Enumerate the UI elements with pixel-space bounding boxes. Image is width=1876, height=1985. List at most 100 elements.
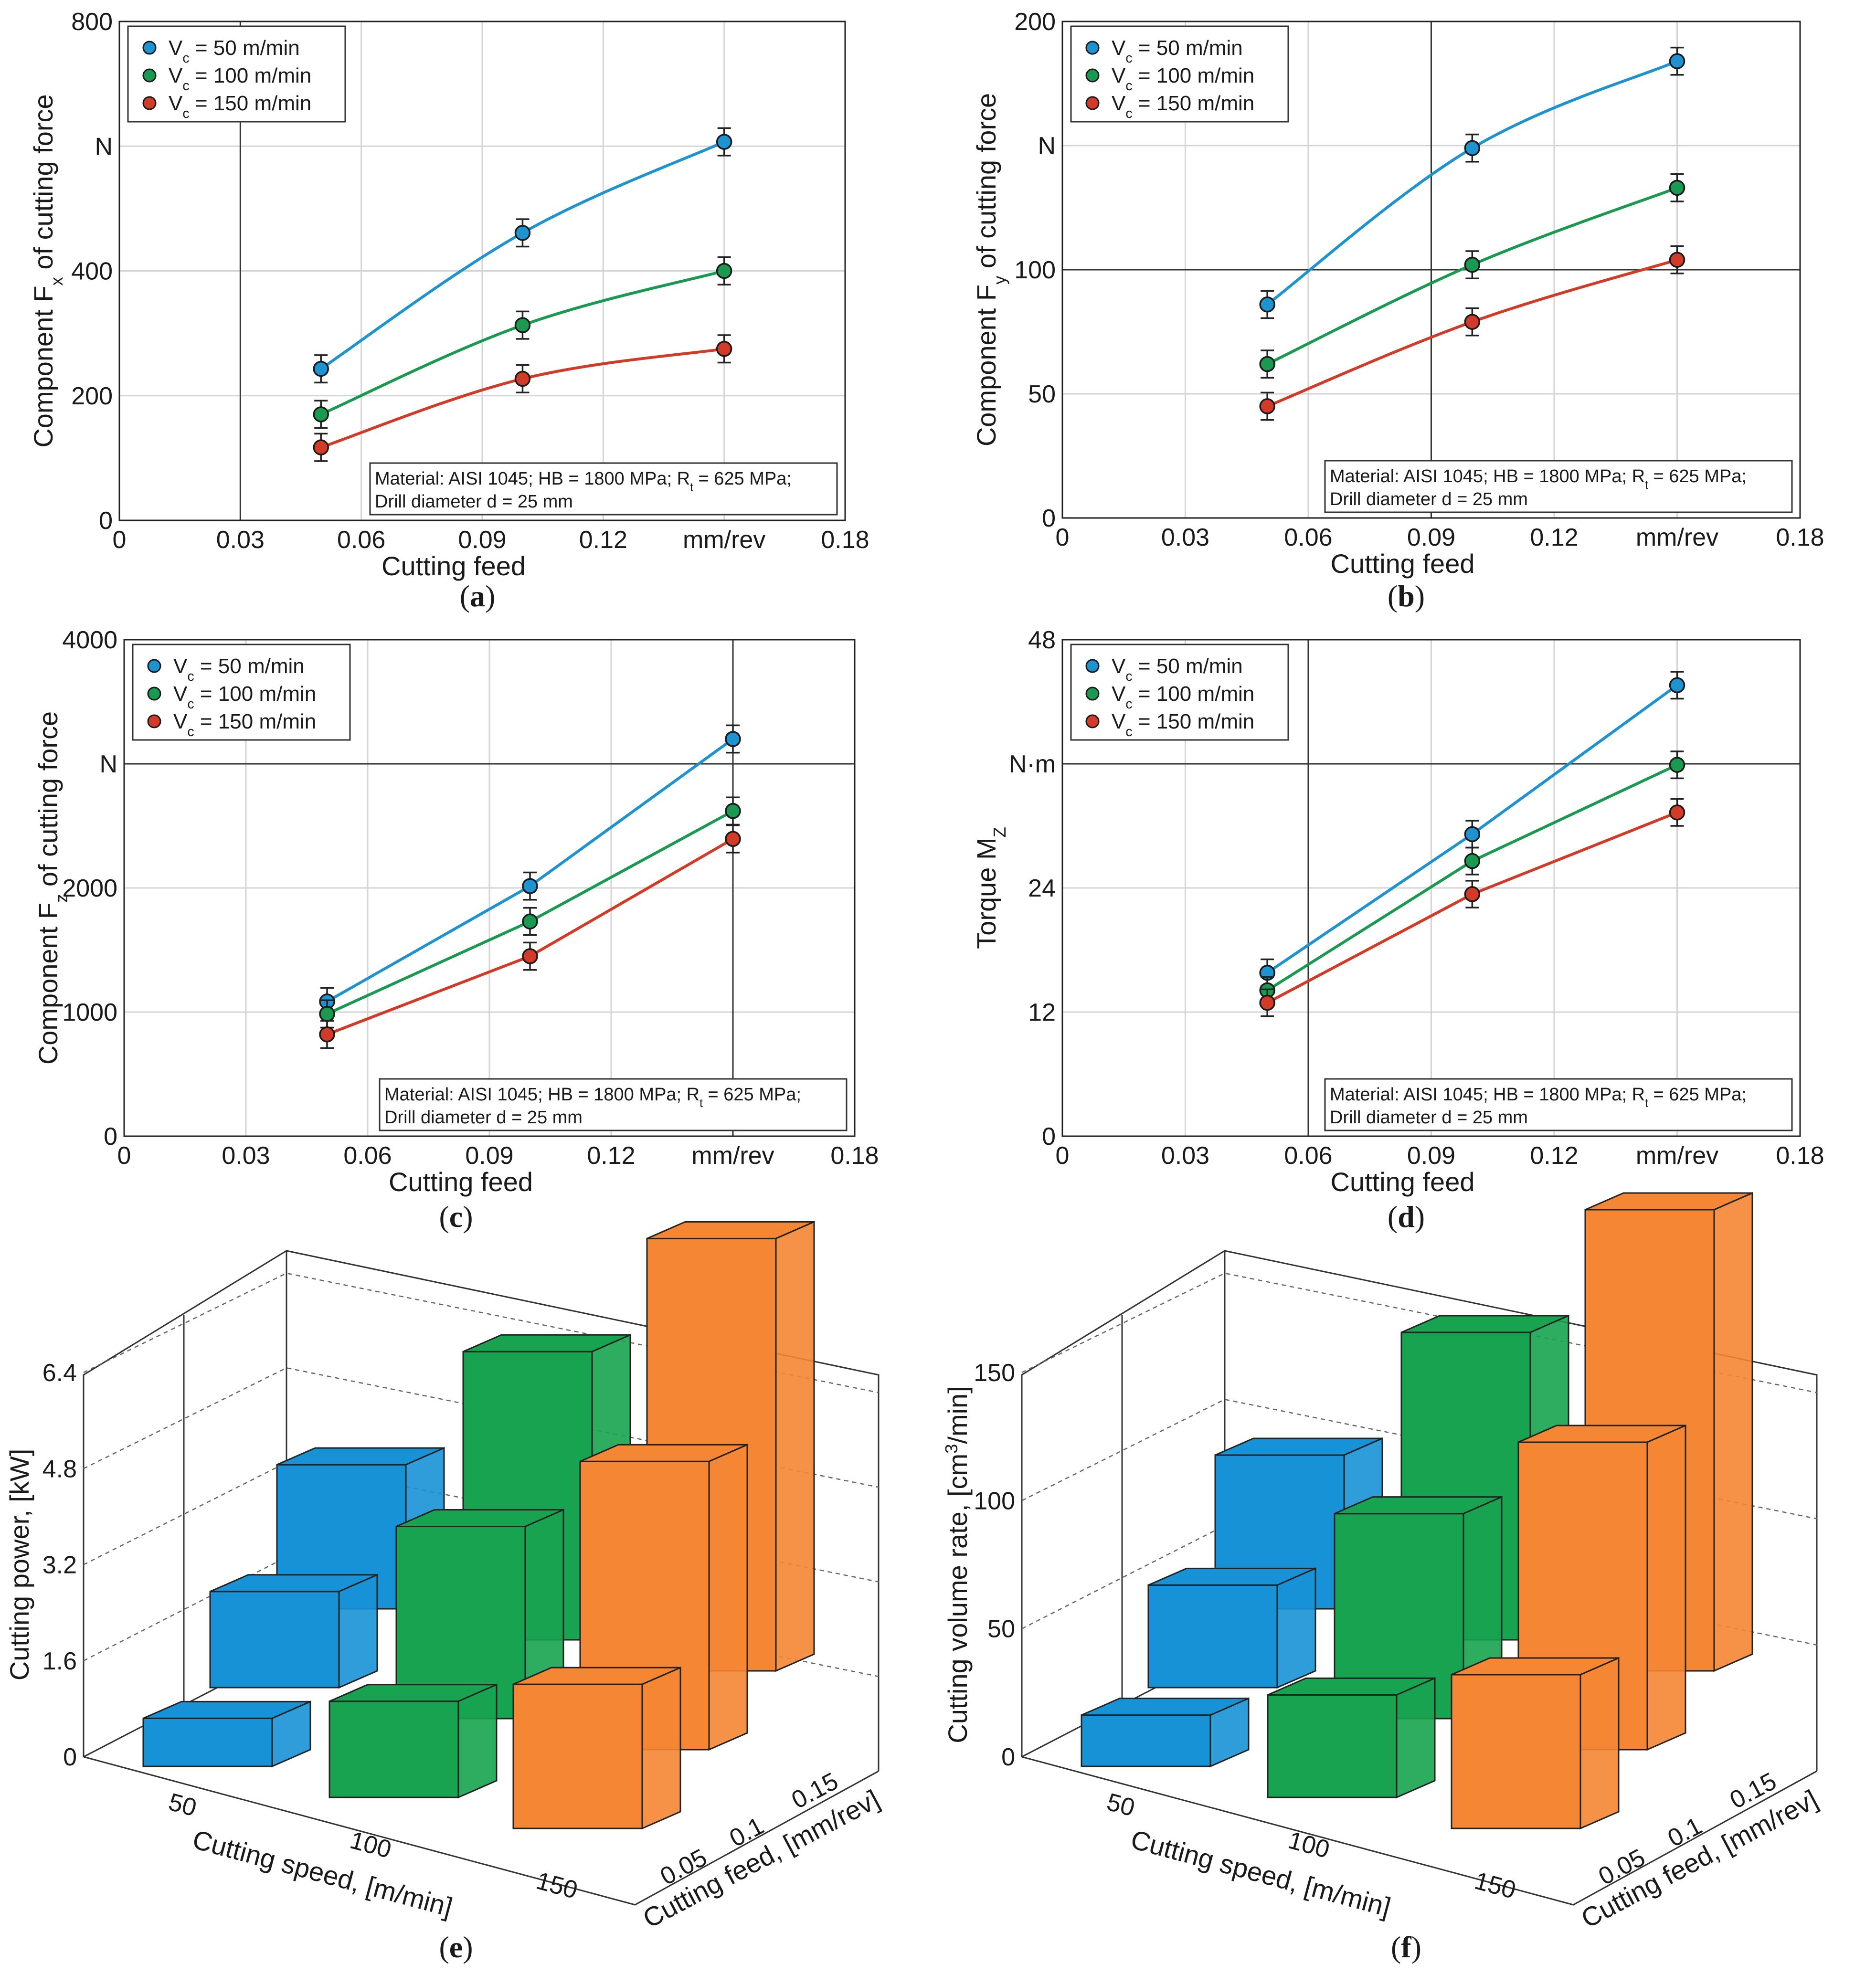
bar-front	[142, 1717, 273, 1767]
bar-side	[1396, 1677, 1436, 1799]
floor-edge	[1021, 1756, 1817, 1906]
y-tick-label: 24	[1028, 875, 1056, 902]
z-tick-label: 1.6	[42, 1647, 77, 1675]
legend-marker	[147, 659, 161, 673]
note-line-1: Material: AISI 1045; HB = 1800 MPa; Rt =…	[375, 469, 792, 494]
panel-caption: (d)	[1388, 1200, 1425, 1234]
x-tick-label: 0.12	[579, 526, 627, 554]
y-tick-label: 100	[1014, 256, 1056, 284]
data-point	[522, 878, 538, 894]
x-tick-label: 0.18	[1776, 524, 1824, 551]
x-tick-label: 0.09	[465, 1142, 513, 1170]
legend-marker	[1085, 714, 1100, 729]
y-tick-label: 4000	[62, 626, 117, 654]
data-point	[725, 831, 741, 847]
bar-front	[512, 1683, 643, 1829]
x-tick-label: 0	[113, 526, 127, 554]
bar-side	[775, 1221, 815, 1672]
x-tick-label: 0.12	[1530, 524, 1578, 551]
y-tick-label: 50	[1028, 380, 1056, 408]
legend-marker	[1085, 659, 1100, 673]
data-point	[1669, 757, 1685, 773]
data-point	[319, 1026, 335, 1043]
note-line-1: Material: AISI 1045; HB = 1800 MPa; Rt =…	[1330, 1085, 1747, 1110]
data-point	[313, 360, 329, 377]
y-tick-label: 0	[99, 507, 113, 535]
note-line-1: Material: AISI 1045; HB = 1800 MPa; Rt =…	[384, 1085, 801, 1110]
x-tick-label: 0.12	[587, 1142, 635, 1170]
data-point	[1464, 853, 1481, 869]
bar-side	[708, 1443, 748, 1751]
data-point	[716, 341, 732, 357]
bar-front	[329, 1700, 459, 1798]
x-tick-label: 0.09	[1407, 524, 1455, 551]
legend-label: Vc = 150 m/min	[173, 710, 316, 739]
x-tick-label: 0	[1056, 524, 1070, 551]
z-tick-label: 150	[974, 1359, 1015, 1387]
z-axis-label: Cutting volume rate, [cm3/min]	[942, 1386, 973, 1743]
x-tick-label: 0.03	[222, 1142, 270, 1170]
data-point	[1464, 140, 1481, 156]
panel-caption: (e)	[439, 1930, 473, 1964]
panel-e: 0 1.6 3.2 4.8 6.4 Cutting power, [kW] 50 100 150…	[4, 1221, 884, 1964]
x-axis-label: Cutting feed	[389, 1167, 533, 1197]
x-axis-label: Cutting feed	[1331, 1167, 1475, 1197]
series-line	[1266, 763, 1678, 992]
data-point	[1669, 804, 1685, 821]
note-line-2: Drill diameter d = 25 mm	[1330, 1108, 1528, 1128]
panel-caption: (c)	[439, 1200, 473, 1234]
x-tick-label: 0.03	[216, 526, 265, 554]
bar-side	[457, 1683, 498, 1799]
x-tick-label: mm/rev	[1636, 524, 1718, 551]
bar-front	[209, 1591, 340, 1689]
x-tick-label: 0.06	[1284, 1142, 1332, 1170]
panel-caption: (b)	[1388, 579, 1425, 613]
y-tick-label: N·m	[1009, 750, 1056, 778]
legend-label: Vc = 50 m/min	[173, 655, 305, 684]
data-point	[716, 263, 732, 279]
x-tick-label: 0.06	[337, 526, 385, 554]
floor-edge	[83, 1756, 879, 1906]
data-point	[1259, 356, 1275, 372]
data-point	[1464, 886, 1481, 902]
x-axis-label: Cutting feed	[382, 551, 526, 581]
legend-label: Vc = 50 m/min	[1112, 36, 1243, 66]
x-axis-label: Cutting speed, [m/min]	[190, 1824, 456, 1922]
data-point	[1259, 994, 1275, 1011]
y-tick-label: 1000	[62, 999, 117, 1026]
bar-front	[1267, 1694, 1398, 1798]
x-tick-label: 0.06	[343, 1142, 392, 1170]
bar-side	[1713, 1192, 1753, 1672]
bar-front	[1147, 1584, 1278, 1689]
data-point	[313, 406, 329, 422]
side-wall-edge	[83, 1250, 287, 1757]
z-tick-label: 4.8	[42, 1455, 77, 1483]
data-point	[1259, 398, 1275, 414]
plot-frame	[123, 639, 856, 1137]
y-tick-label: 48	[1028, 626, 1056, 654]
data-point	[313, 439, 329, 455]
legend-label: Vc = 100 m/min	[1112, 682, 1254, 712]
series-line	[326, 837, 734, 1036]
legend-marker	[142, 68, 157, 83]
y-tick-label: 2000	[62, 875, 117, 902]
x-tick-label: 0.18	[830, 1142, 879, 1170]
data-point	[522, 913, 538, 929]
plot-frame	[1061, 21, 1801, 519]
bar-side	[338, 1573, 378, 1689]
back-wall-edge	[286, 1250, 880, 1771]
x-tick-label: 0.03	[1161, 524, 1209, 551]
x-tick-label: 0.18	[821, 526, 869, 554]
y-axis-label: Component Fz of cutting force	[33, 711, 71, 1065]
note-line-2: Drill diameter d = 25 mm	[1330, 489, 1528, 509]
y-tick-label: N	[1038, 132, 1056, 160]
legend-box	[1070, 644, 1289, 741]
speed-tick-label: 100	[1285, 1827, 1333, 1864]
x-tick-label: mm/rev	[1636, 1142, 1718, 1170]
x-axis-label: Cutting speed, [m/min]	[1128, 1824, 1394, 1922]
legend-box	[127, 25, 346, 123]
x-tick-label: 0.03	[1161, 1142, 1209, 1170]
data-point	[522, 948, 538, 964]
legend-marker	[1085, 96, 1100, 110]
